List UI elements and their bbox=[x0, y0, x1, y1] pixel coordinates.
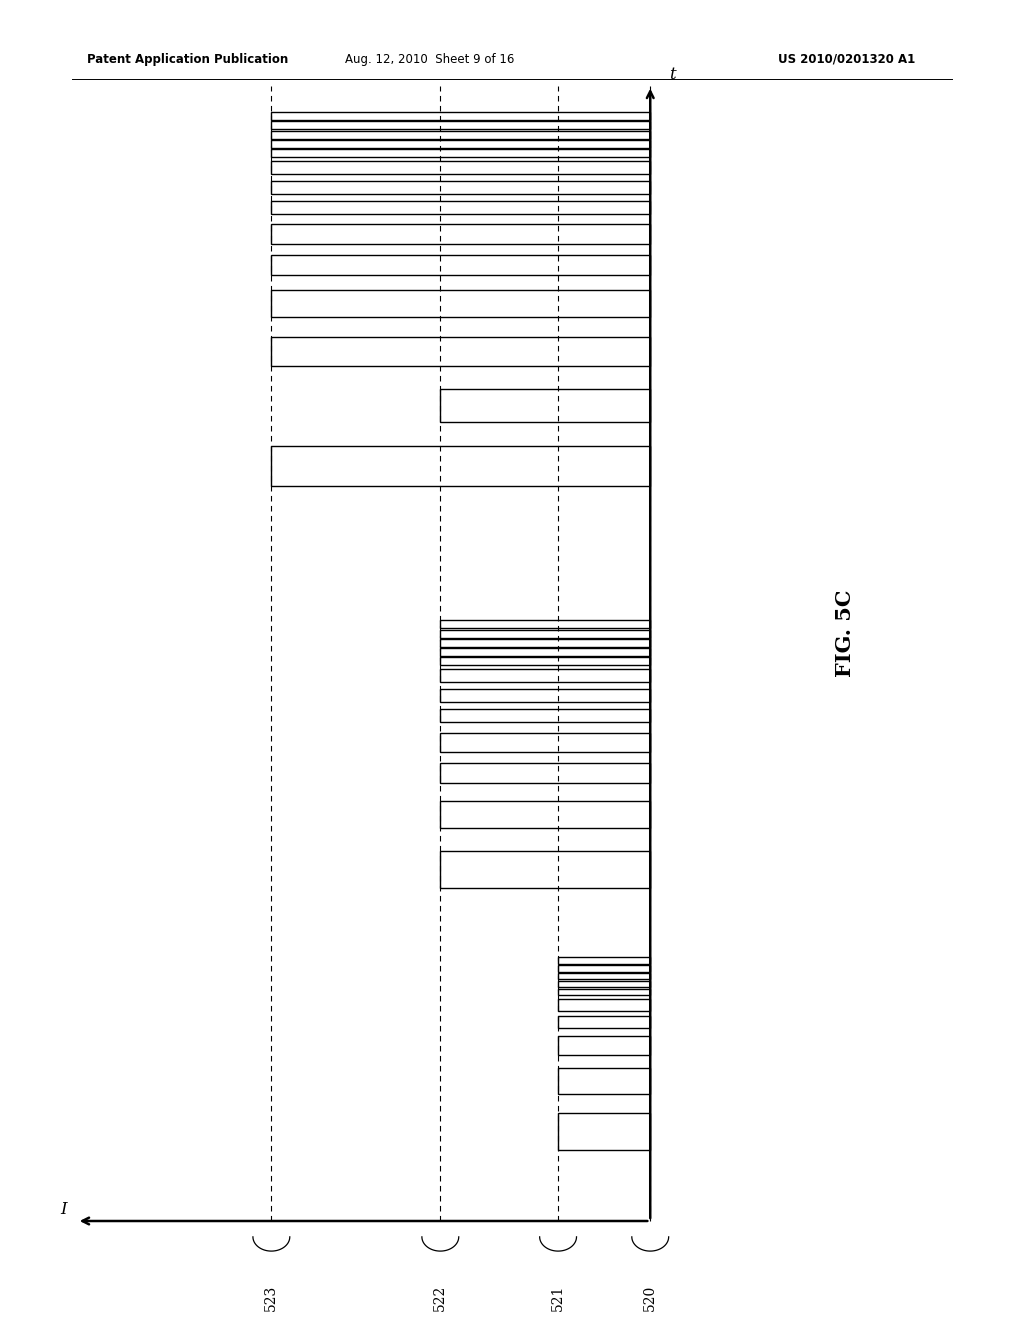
Bar bbox=[440, 763, 650, 783]
Bar bbox=[440, 669, 650, 682]
Text: 523: 523 bbox=[264, 1284, 279, 1311]
Bar bbox=[271, 131, 650, 139]
Text: 521: 521 bbox=[551, 1284, 565, 1311]
Bar bbox=[440, 639, 650, 647]
Bar bbox=[271, 121, 650, 129]
Bar bbox=[271, 255, 650, 275]
Text: US 2010/0201320 A1: US 2010/0201320 A1 bbox=[778, 53, 915, 66]
Bar bbox=[271, 290, 650, 317]
Text: FIG. 5C: FIG. 5C bbox=[835, 590, 855, 677]
Bar bbox=[440, 620, 650, 628]
Bar bbox=[271, 161, 650, 174]
Text: t: t bbox=[669, 66, 675, 83]
Bar bbox=[271, 337, 650, 366]
Bar bbox=[271, 446, 650, 486]
Bar bbox=[271, 181, 650, 194]
Text: 520: 520 bbox=[643, 1284, 657, 1311]
Bar bbox=[558, 1068, 650, 1094]
Bar bbox=[558, 981, 650, 987]
Bar bbox=[271, 149, 650, 157]
Bar bbox=[440, 657, 650, 665]
Bar bbox=[558, 1036, 650, 1055]
Bar bbox=[440, 389, 650, 422]
Bar bbox=[558, 957, 650, 964]
Text: I: I bbox=[60, 1201, 67, 1218]
Bar bbox=[271, 112, 650, 120]
Bar bbox=[271, 201, 650, 214]
Bar bbox=[558, 1113, 650, 1150]
Bar bbox=[558, 1016, 650, 1028]
Text: Aug. 12, 2010  Sheet 9 of 16: Aug. 12, 2010 Sheet 9 of 16 bbox=[345, 53, 515, 66]
Bar bbox=[558, 973, 650, 979]
Text: Patent Application Publication: Patent Application Publication bbox=[87, 53, 289, 66]
Bar bbox=[271, 224, 650, 244]
Bar bbox=[558, 965, 650, 972]
Bar bbox=[440, 851, 650, 888]
Bar bbox=[271, 140, 650, 148]
Bar bbox=[440, 689, 650, 702]
Bar bbox=[440, 801, 650, 828]
Bar bbox=[440, 630, 650, 638]
Bar bbox=[440, 709, 650, 722]
Bar bbox=[558, 989, 650, 995]
Text: 522: 522 bbox=[433, 1284, 447, 1311]
Bar bbox=[558, 999, 650, 1011]
Bar bbox=[440, 733, 650, 752]
Bar bbox=[440, 648, 650, 656]
